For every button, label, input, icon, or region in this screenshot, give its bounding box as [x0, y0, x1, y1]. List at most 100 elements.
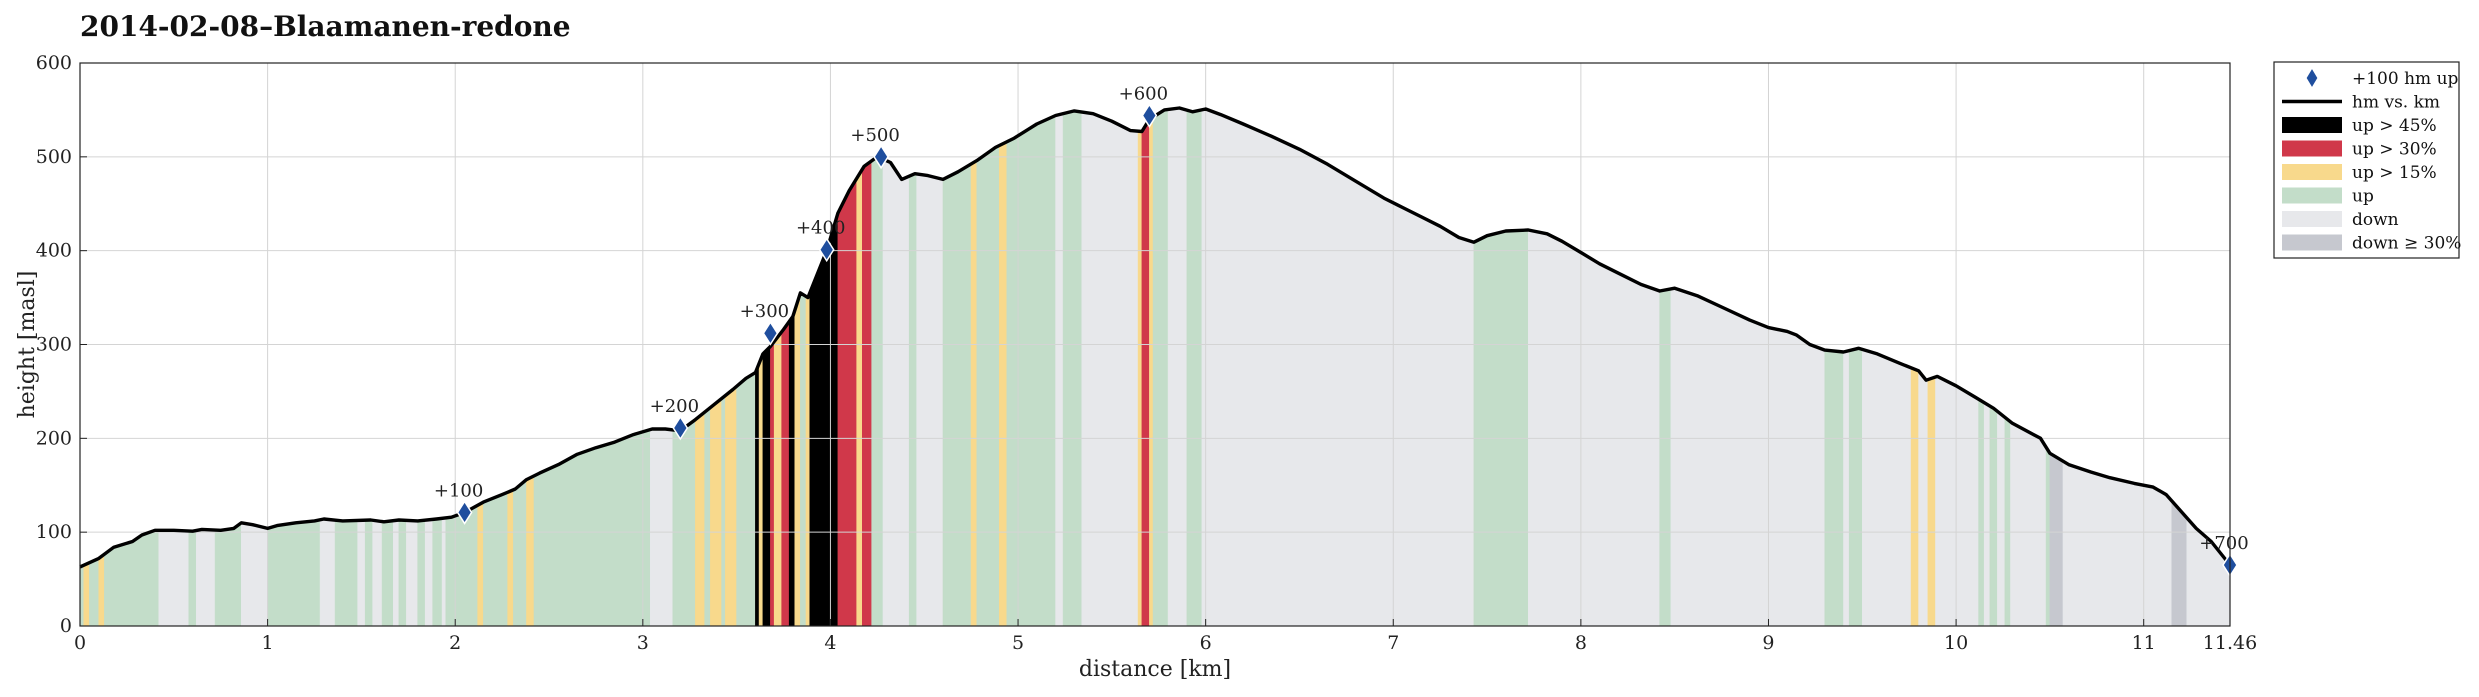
hm-marker-label: +700: [2199, 533, 2248, 554]
slope-band: [1997, 410, 2006, 627]
y-tick-label: 200: [36, 427, 72, 449]
slope-band: [773, 331, 782, 627]
slope-band: [1006, 115, 1056, 627]
slope-band: [710, 397, 722, 627]
chart-title: 2014-02-08–Blaamanen-redone: [80, 10, 571, 43]
slope-band: [1848, 347, 1863, 627]
slope-band: [1659, 288, 1672, 627]
slope-band: [856, 168, 863, 627]
slope-band: [381, 520, 394, 627]
slope-band: [533, 429, 651, 627]
legend-swatch-marker: [2305, 66, 2319, 90]
hm-marker-label: +400: [796, 218, 845, 239]
slope-band: [89, 557, 100, 627]
slope-band: [2004, 416, 2011, 627]
hm-marker: [818, 237, 835, 263]
hm-markers: +100 +200 +300 +400 +500 +600 +700: [434, 84, 2249, 578]
hm-marker-label: +600: [1119, 84, 1168, 105]
x-axis-ticks: 0 1 2 3 4 5 6 7 8 9 10 11 11.46: [74, 619, 2257, 654]
slope-band: [837, 177, 857, 627]
y-tick-label: 0: [60, 615, 72, 637]
slope-band: [406, 519, 418, 627]
slope-band: [882, 158, 910, 627]
y-tick-label: 500: [36, 146, 72, 168]
slope-band: [2010, 421, 2047, 627]
slope-band: [319, 518, 336, 627]
legend-swatch-patch: [2282, 211, 2342, 227]
slope-band: [725, 385, 737, 627]
slope-band: [1910, 367, 1919, 627]
x-tick-label: 4: [824, 632, 836, 654]
legend-label: up: [2352, 187, 2374, 207]
slope-band: [364, 519, 373, 627]
slope-band: [755, 363, 760, 627]
slope-band: [1989, 405, 1998, 627]
slope-band: [805, 292, 811, 627]
slope-band: [871, 156, 884, 627]
legend-label: down ≥ 30%: [2352, 234, 2461, 254]
y-axis-label: height [masl]: [15, 271, 40, 419]
slope-band: [762, 345, 771, 627]
slope-band: [196, 529, 216, 627]
slope-band: [788, 310, 796, 627]
slope-band: [1167, 107, 1188, 627]
x-tick-label: 3: [637, 632, 649, 654]
legend-label: +100 hm up: [2352, 69, 2459, 89]
slope-band: [942, 163, 972, 627]
hm-marker-label: +300: [740, 301, 789, 322]
slope-band: [441, 517, 447, 627]
slope-band: [83, 562, 90, 627]
slope-band: [650, 428, 674, 627]
slope-band: [507, 489, 514, 627]
slope-band: [1843, 350, 1850, 627]
slope-band: [999, 141, 1008, 627]
slope-band: [672, 419, 696, 627]
slope-band: [695, 411, 705, 627]
slope-band: [758, 353, 764, 627]
slope-band: [1918, 369, 1929, 627]
slope-band: [1062, 110, 1083, 627]
slope-band: [1862, 348, 1912, 627]
profile-line-layer: [79, 106, 2232, 569]
slope-band: [970, 160, 978, 627]
x-tick-label: 6: [1200, 632, 1212, 654]
x-tick-label: 11: [2132, 632, 2156, 654]
hm-marker: [672, 415, 689, 441]
x-tick-label: 5: [1012, 632, 1024, 654]
slope-band: [704, 406, 711, 627]
x-tick-label: 10: [1944, 632, 1968, 654]
legend-label: up > 45%: [2352, 116, 2437, 136]
legend-label: down: [2352, 210, 2399, 230]
slope-band: [1473, 229, 1529, 627]
hm-marker: [456, 500, 473, 525]
slope-band: [1141, 118, 1150, 627]
y-tick-label: 100: [36, 521, 72, 543]
x-tick-label: 1: [262, 632, 274, 654]
slope-band: [424, 519, 433, 627]
slope-band: [1081, 111, 1139, 627]
slope-band: [445, 504, 478, 627]
slope-band: [357, 519, 366, 627]
slope-band: [736, 372, 756, 627]
slope-band: [214, 522, 242, 627]
slope-band: [781, 320, 790, 627]
slope-band: [1935, 376, 1979, 627]
slope-band: [477, 501, 484, 627]
y-axis-ticks: 0 100 200 300 400 500 600: [36, 52, 87, 637]
slope-band: [1186, 109, 1203, 627]
slope-band: [1201, 108, 1475, 627]
slope-band: [2171, 500, 2188, 627]
y-tick-label: 400: [36, 240, 72, 262]
slope-band: [800, 292, 807, 627]
x-tick-label: 9: [1762, 632, 1774, 654]
slope-band: [916, 173, 944, 627]
slope-band: [2045, 446, 2051, 627]
slope-band: [976, 145, 1000, 627]
slope-band: [1055, 113, 1064, 627]
slope-band: [1152, 109, 1169, 627]
hm-marker-label: +200: [650, 396, 699, 417]
slope-band: [908, 173, 917, 627]
slope-band: [862, 160, 872, 627]
x-tick-label: 8: [1575, 632, 1587, 654]
slope-band: [432, 517, 443, 627]
